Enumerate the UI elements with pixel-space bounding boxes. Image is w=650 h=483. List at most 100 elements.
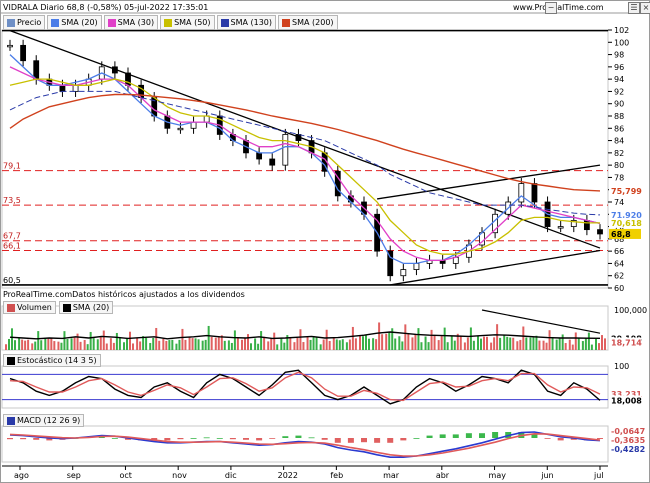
- macd-value-tag: [609, 445, 643, 454]
- volume-bar: [312, 336, 315, 350]
- volume-bar: [348, 339, 351, 350]
- macd-histogram-bar: [229, 438, 236, 440]
- volume-bar: [105, 343, 108, 350]
- volume-bar: [270, 338, 273, 350]
- volume-bar: [14, 340, 16, 350]
- volume-bar: [443, 327, 446, 350]
- price-candle: [295, 134, 302, 141]
- volume-bar: [181, 328, 184, 350]
- volume-bar: [112, 342, 115, 350]
- macd-histogram-bar: [46, 438, 53, 441]
- volume-bar: [191, 338, 194, 350]
- volume-bar: [499, 337, 502, 350]
- volume-bar: [214, 337, 217, 350]
- volume-bar: [142, 336, 145, 350]
- price-candle: [334, 170, 341, 197]
- stochastic-line-k: [9, 369, 601, 405]
- volume-bar: [424, 336, 427, 350]
- volume-bar: [466, 337, 469, 350]
- volume-bar: [175, 343, 178, 350]
- volume-bar: [362, 336, 364, 350]
- volume-bar: [398, 336, 401, 350]
- volume-bar: [595, 339, 597, 350]
- volume-bar: [532, 337, 535, 350]
- macd-histogram-bar: [243, 438, 249, 440]
- volume-bar: [236, 337, 239, 350]
- volume-bar: [194, 338, 197, 350]
- price-value-tag-label: 68,8: [611, 230, 631, 239]
- volume-bar: [102, 330, 105, 350]
- volume-bar: [493, 337, 496, 350]
- macd-value-tag: [609, 427, 643, 436]
- macd-panel-frame: [1, 425, 609, 463]
- volume-bar: [289, 338, 292, 350]
- volume-bar: [440, 335, 443, 350]
- volume-bar: [490, 342, 493, 350]
- price-tick-label: 90: [614, 100, 624, 109]
- macd-histogram-bar: [531, 434, 538, 438]
- macd-value-tag-label: -0,4282: [611, 445, 645, 454]
- volume-bar: [86, 344, 89, 350]
- volume-bar: [516, 341, 519, 350]
- volume-bar: [306, 336, 309, 350]
- price-candle: [256, 152, 263, 160]
- time-axis-label: dic: [225, 471, 237, 480]
- volume-bar: [168, 340, 171, 350]
- price-tick-label: 64: [614, 259, 624, 268]
- price-tick-label: 96: [614, 63, 624, 72]
- price-tick-label: 74: [614, 198, 624, 207]
- volume-bar: [309, 339, 312, 350]
- volume-bar: [118, 337, 121, 350]
- volume-bar: [335, 339, 338, 350]
- volume-bar: [385, 333, 388, 350]
- price-tick-label: 100: [614, 38, 629, 47]
- volume-bar: [79, 341, 82, 350]
- price-value-tag-label: 75,799: [611, 187, 642, 196]
- volume-bar: [587, 332, 590, 350]
- volume-bar: [459, 336, 462, 350]
- volume-bar: [267, 341, 270, 350]
- volume-bar: [283, 342, 286, 350]
- volume-bar: [430, 329, 433, 350]
- macd-histogram-bar: [492, 432, 499, 438]
- macd-histogram-bar: [203, 437, 210, 439]
- volume-bar: [420, 342, 423, 350]
- price-panel-frame: [1, 29, 609, 289]
- volume-bar: [558, 338, 561, 350]
- volume-bar: [568, 339, 571, 350]
- volume-bar: [34, 341, 37, 350]
- volume-bar: [446, 342, 449, 350]
- time-axis-label: mar: [383, 471, 400, 480]
- volume-bar: [480, 338, 482, 350]
- volume-bar: [472, 340, 475, 350]
- volume-bar: [158, 340, 161, 350]
- ma-line-200: [9, 93, 601, 192]
- volume-bar: [250, 343, 252, 350]
- volume-bar: [319, 344, 322, 350]
- volume-bar: [351, 326, 354, 350]
- price-tick-label: 68: [614, 235, 624, 244]
- time-axis-label: nov: [172, 471, 187, 480]
- price-tick-label: 86: [614, 124, 624, 133]
- volume-bar: [548, 330, 551, 350]
- price-candle: [400, 269, 407, 277]
- downtrend-line: [9, 30, 601, 249]
- price-candle: [570, 220, 577, 227]
- macd-histogram-bar: [256, 438, 263, 441]
- price-candle: [72, 84, 79, 92]
- macd-histogram-bar: [387, 438, 394, 443]
- volume-bar: [564, 343, 567, 350]
- macd-histogram-bar: [400, 438, 407, 441]
- volume-bar: [24, 340, 27, 350]
- volume-value-tag: [609, 337, 641, 348]
- level-label: 67,7: [3, 232, 21, 241]
- price-tick-label: 94: [614, 75, 624, 84]
- volume-bar: [276, 344, 279, 350]
- price-candle: [177, 127, 184, 131]
- volume-bar: [241, 339, 243, 350]
- volume-bar: [227, 340, 230, 350]
- volume-bar: [217, 337, 220, 350]
- price-value-tag: [609, 185, 641, 196]
- volume-bar: [604, 338, 606, 350]
